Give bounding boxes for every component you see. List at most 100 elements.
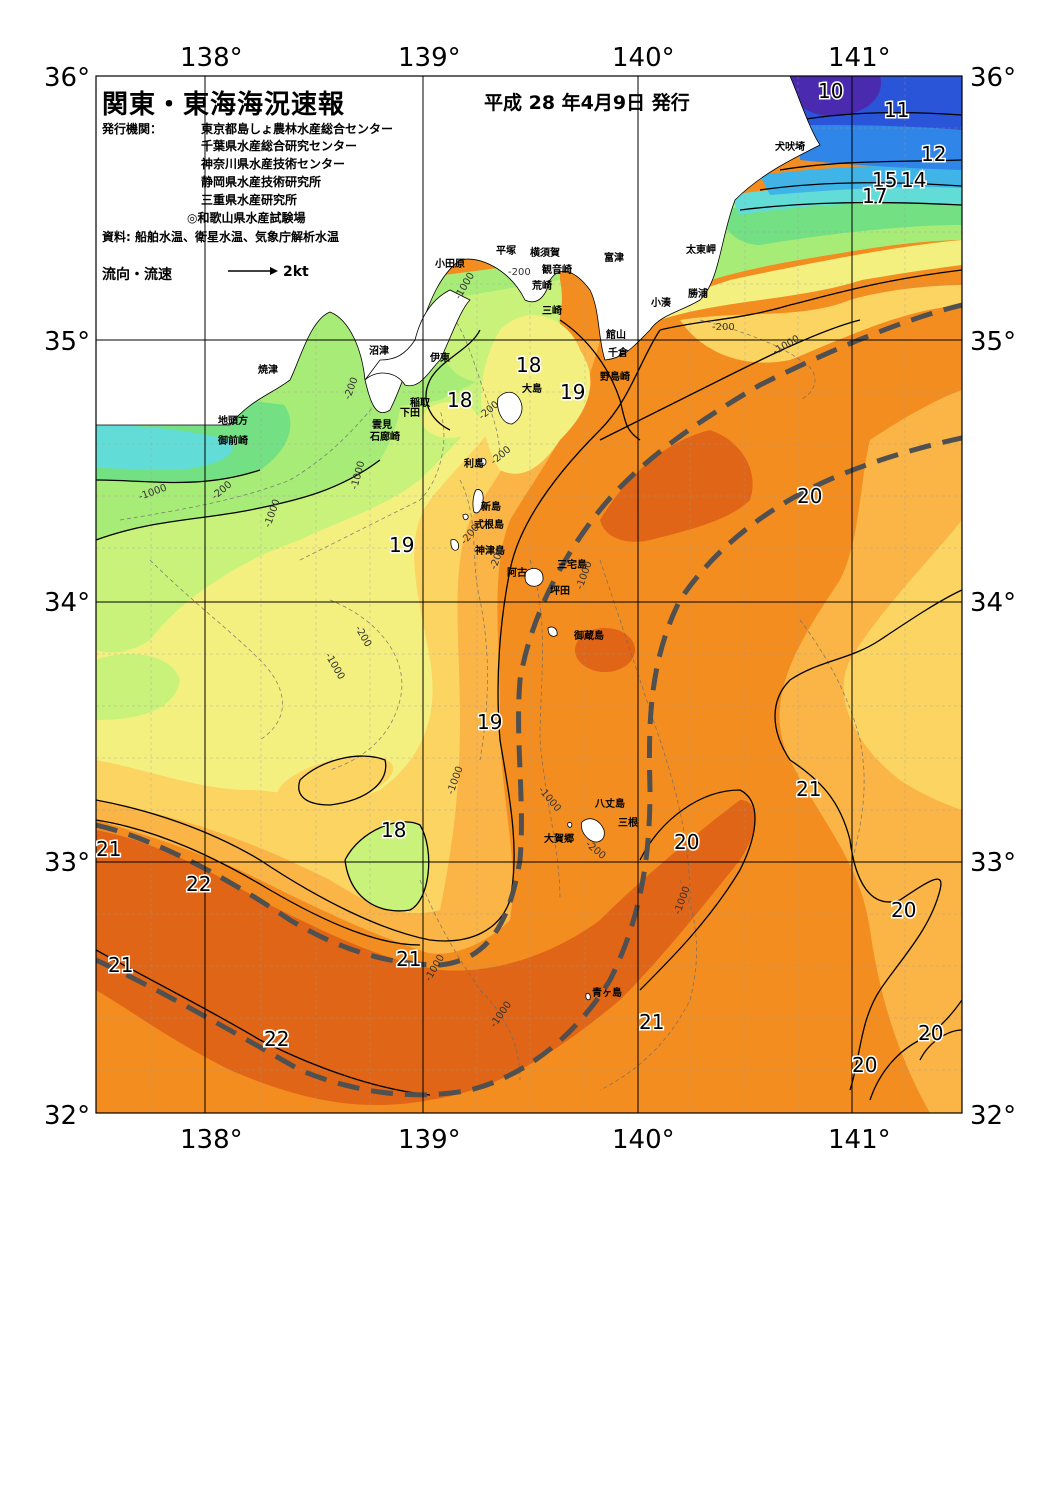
zone-19-east-ne: [660, 240, 962, 320]
issuer-item: 東京都島しょ農林水産総合センター: [201, 122, 394, 136]
place-yaizu: 焼津: [258, 363, 278, 376]
lat-left-36: 36°: [44, 63, 90, 93]
bathymetry-contours: [119, 299, 865, 1091]
place-inubosaki: 犬吠埼: [775, 140, 805, 153]
isotherm-lines: [96, 111, 962, 1101]
lat-left-32: 32°: [44, 1101, 90, 1131]
place-misaki: 三崎: [542, 304, 562, 317]
depth-label: -200: [508, 267, 531, 278]
place-kumomi: 雲見: [372, 419, 392, 431]
temp-label: 22: [186, 872, 211, 896]
island-hachijo-small: [567, 821, 573, 828]
current-legend-arrow: [228, 267, 278, 275]
place-numazu: 沼津: [369, 344, 389, 357]
issue-date: 平成 28 年4月9日 発行: [484, 92, 690, 114]
zone-oshima-19: [481, 315, 591, 474]
issuer-item: ◎和歌山県水産試験場: [187, 211, 306, 225]
place-names: 犬吠埼 太東岬 勝浦 小湊 富津 横須賀 観音崎 荒崎 三崎 平塚 小田原 館山…: [217, 140, 805, 999]
temp-label: 21: [108, 953, 133, 977]
island-oshima: [497, 391, 523, 425]
zone-19-5-east: [843, 520, 962, 810]
land: [95, 75, 821, 1001]
place-odawara: 小田原: [434, 257, 465, 270]
place-inatori: 稲取: [410, 396, 431, 409]
temp-label: 19: [560, 380, 585, 404]
temp-label: 19: [477, 710, 502, 734]
issuer-label: 発行機関：: [102, 122, 163, 136]
degree-grid: [95, 75, 963, 1114]
temp-label: 22: [264, 1027, 289, 1051]
place-toshima: 利島: [464, 457, 484, 470]
zone-10-ne: [780, 76, 881, 117]
temp-label: 21: [396, 947, 421, 971]
place-shikinejima: 式根島: [474, 518, 504, 531]
temp-label: 15: [872, 168, 897, 192]
place-tsubota: 坪田: [550, 584, 570, 597]
place-katsuura: 勝浦: [688, 287, 708, 300]
lat-left-33: 33°: [44, 848, 90, 878]
lon-bottom-141: 141°: [828, 1125, 891, 1155]
zone-inatori-19: [422, 402, 478, 438]
data-source: 資料: 船舶水温、衛星水温、気象庁解析水温: [102, 230, 339, 244]
place-okago: 大賀郷: [544, 832, 574, 845]
temp-label: 22: [263, 1027, 288, 1051]
place-oshima: 大島: [522, 382, 542, 395]
warm-blob: [276, 755, 394, 809]
temp-label: 17: [862, 184, 887, 208]
lat-right-35: 35°: [970, 327, 1016, 357]
temp-label: 18: [516, 353, 541, 377]
lon-bottom-139: 139°: [398, 1125, 461, 1155]
temp-label: 10: [818, 79, 843, 103]
place-mitsune: 三根: [618, 816, 638, 829]
island-niijima: [472, 489, 484, 514]
island-mikura: [547, 626, 558, 637]
zone-22-mikura: [575, 628, 635, 672]
temp-label: 11: [884, 98, 909, 122]
lat-left-35: 35°: [44, 327, 90, 357]
place-niijima: 新島: [481, 500, 501, 513]
axis-labels: 138° 139° 140° 141° 138° 139° 140° 141° …: [44, 43, 1016, 1155]
place-futtsu: 富津: [604, 251, 624, 264]
island-miyake: [524, 568, 544, 587]
place-ako: 阿古: [507, 566, 527, 579]
place-kannonzaki: 観音崎: [542, 263, 572, 276]
lat-right-32: 32°: [970, 1101, 1016, 1131]
zone-15-west: [96, 425, 233, 470]
temp-label: 18: [447, 388, 472, 412]
place-hiratsuka: 平塚: [496, 244, 516, 257]
lat-left-34: 34°: [44, 588, 90, 618]
zone-18-blob-west: [96, 654, 180, 720]
lon-top-140: 140°: [612, 43, 675, 73]
place-chikura: 千倉: [608, 346, 629, 359]
zone-22-south: [96, 800, 755, 1106]
temperature-labels: 10 11 12 15 14 17 18 19 18 19 19 20 21 2…: [95, 78, 948, 1079]
temp-label: 12: [921, 142, 946, 166]
island-aogashima: [585, 992, 591, 1001]
place-ito: 伊東: [429, 351, 450, 364]
legend-label: 流向・流速: [102, 267, 172, 283]
place-shimoda: 下田: [400, 407, 420, 419]
place-taitomisaki: 太東岬: [685, 243, 716, 256]
island-kozu: [450, 539, 459, 551]
place-mikurajima: 御蔵島: [573, 629, 604, 642]
place-yokosuka: 横須賀: [530, 246, 560, 259]
temp-label: 20: [918, 1021, 943, 1045]
place-nojimazaki: 野島崎: [600, 370, 630, 383]
place-irozaki: 石廊崎: [369, 430, 400, 443]
land-kanto: [95, 75, 821, 426]
temp-label: 20: [891, 898, 916, 922]
legend-value: 2kt: [283, 264, 309, 280]
place-miyakejima: 三宅島: [557, 558, 587, 571]
place-hachijojima: 八丈島: [594, 797, 625, 810]
land-izu: [364, 289, 471, 387]
lat-right-36: 36°: [970, 63, 1016, 93]
issuer-item: 静岡県水産技術研究所: [201, 175, 322, 189]
island-shikine: [462, 513, 469, 521]
temp-label: 20: [674, 830, 699, 854]
kuroshio-axis: [96, 302, 962, 1098]
lon-bottom-140: 140°: [612, 1125, 675, 1155]
zone-16-ne: [720, 198, 962, 245]
lat-right-34: 34°: [970, 588, 1016, 618]
temp-label: 14: [901, 168, 926, 192]
